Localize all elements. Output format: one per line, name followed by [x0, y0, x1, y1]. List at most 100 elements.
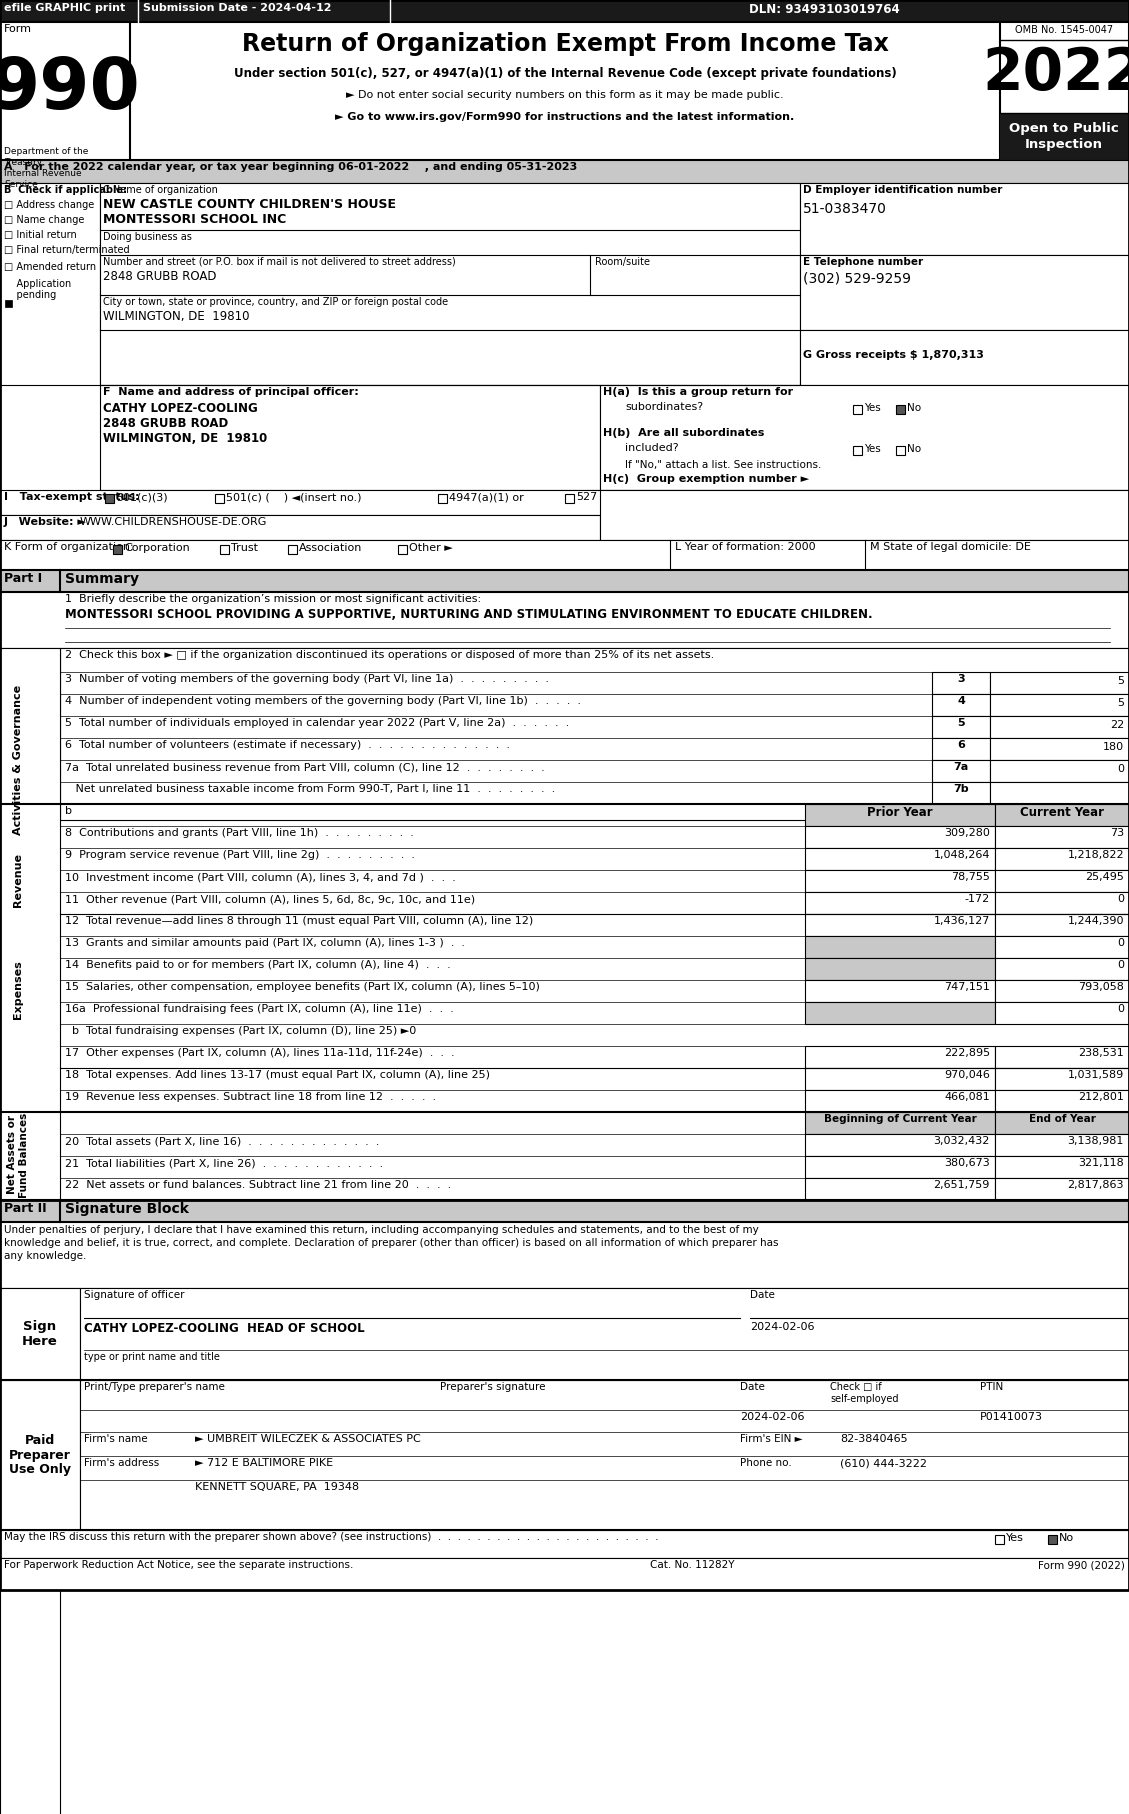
Text: any knowledge.: any knowledge. — [5, 1252, 87, 1261]
Text: 6  Total number of volunteers (estimate if necessary)  .  .  .  .  .  .  .  .  .: 6 Total number of volunteers (estimate i… — [65, 740, 510, 749]
Text: Part I: Part I — [5, 571, 42, 584]
Bar — [990, 760, 1129, 782]
Bar — [805, 892, 995, 914]
Bar — [995, 804, 1129, 825]
Text: Expenses: Expenses — [14, 961, 23, 1019]
Bar — [0, 22, 130, 160]
Text: 1,031,589: 1,031,589 — [1068, 1070, 1124, 1079]
Text: 0: 0 — [1117, 1003, 1124, 1014]
Bar — [805, 1156, 995, 1177]
Text: L Year of formation: 2000: L Year of formation: 2000 — [675, 542, 815, 551]
Bar — [805, 1177, 995, 1201]
Bar — [995, 958, 1129, 980]
Text: 21  Total liabilities (Part X, line 26)  .  .  .  .  .  .  .  .  .  .  .  .: 21 Total liabilities (Part X, line 26) .… — [65, 1157, 383, 1168]
Text: May the IRS discuss this return with the preparer shown above? (see instructions: May the IRS discuss this return with the… — [5, 1533, 658, 1542]
Text: H(c)  Group exemption number ►: H(c) Group exemption number ► — [603, 473, 809, 484]
Text: □ Initial return: □ Initial return — [5, 230, 77, 239]
Text: No: No — [907, 444, 921, 454]
Text: 8  Contributions and grants (Part VIII, line 1h)  .  .  .  .  .  .  .  .  .: 8 Contributions and grants (Part VIII, l… — [65, 827, 414, 838]
Text: 2  Check this box ► □ if the organization discontinued its operations or dispose: 2 Check this box ► □ if the organization… — [65, 649, 715, 660]
Bar — [0, 22, 1129, 160]
Text: F  Name and address of principal officer:: F Name and address of principal officer: — [103, 386, 359, 397]
Bar — [80, 1288, 1129, 1380]
Bar — [805, 936, 995, 958]
Text: 25,495: 25,495 — [1085, 873, 1124, 882]
Text: □ Amended return: □ Amended return — [5, 261, 96, 272]
Text: Signature of officer: Signature of officer — [84, 1290, 184, 1301]
Text: Form: Form — [5, 24, 32, 34]
Text: Return of Organization Exempt From Income Tax: Return of Organization Exempt From Incom… — [242, 33, 889, 56]
Bar — [0, 1529, 1129, 1558]
Text: 2848 GRUBB ROAD: 2848 GRUBB ROAD — [103, 417, 228, 430]
Text: Prior Year: Prior Year — [867, 805, 933, 818]
Text: 17  Other expenses (Part IX, column (A), lines 11a-11d, 11f-24e)  .  .  .: 17 Other expenses (Part IX, column (A), … — [65, 1048, 455, 1058]
Text: D Employer identification number: D Employer identification number — [803, 185, 1003, 194]
Bar — [990, 671, 1129, 695]
Text: 11  Other revenue (Part VIII, column (A), lines 5, 6d, 8c, 9c, 10c, and 11e): 11 Other revenue (Part VIII, column (A),… — [65, 894, 475, 903]
Text: 222,895: 222,895 — [944, 1048, 990, 1058]
Bar — [1000, 22, 1129, 160]
Bar — [0, 1380, 80, 1529]
Text: Room/suite: Room/suite — [595, 258, 650, 267]
Text: 1,048,264: 1,048,264 — [934, 851, 990, 860]
Text: 4  Number of independent voting members of the governing body (Part VI, line 1b): 4 Number of independent voting members o… — [65, 697, 581, 706]
Bar — [990, 782, 1129, 804]
Text: Yes: Yes — [864, 444, 881, 454]
Text: City or town, state or province, country, and ZIP or foreign postal code: City or town, state or province, country… — [103, 297, 448, 307]
Text: 212,801: 212,801 — [1078, 1092, 1124, 1101]
Text: -172: -172 — [965, 894, 990, 903]
Bar — [995, 1001, 1129, 1023]
Bar — [0, 1223, 1129, 1288]
Text: Number and street (or P.O. box if mail is not delivered to street address): Number and street (or P.O. box if mail i… — [103, 258, 456, 267]
Text: WILMINGTON, DE  19810: WILMINGTON, DE 19810 — [103, 432, 268, 444]
Bar — [805, 804, 995, 825]
Bar — [564, 493, 574, 502]
Text: Doing business as: Doing business as — [103, 232, 192, 241]
Bar — [399, 544, 406, 553]
Bar — [288, 544, 297, 553]
Text: Submission Date - 2024-04-12: Submission Date - 2024-04-12 — [143, 4, 332, 13]
Text: 15  Salaries, other compensation, employee benefits (Part IX, column (A), lines : 15 Salaries, other compensation, employe… — [65, 981, 540, 992]
Text: (302) 529-9259: (302) 529-9259 — [803, 272, 911, 287]
Text: 12  Total revenue—add lines 8 through 11 (must equal Part VIII, column (A), line: 12 Total revenue—add lines 8 through 11 … — [65, 916, 533, 925]
Text: 2024-02-06: 2024-02-06 — [739, 1411, 805, 1422]
Text: Open to Public
Inspection: Open to Public Inspection — [1009, 122, 1119, 151]
Text: G Gross receipts $ 1,870,313: G Gross receipts $ 1,870,313 — [803, 350, 983, 359]
Text: 1,244,390: 1,244,390 — [1068, 916, 1124, 925]
Bar — [0, 490, 1129, 515]
Bar — [990, 717, 1129, 738]
Bar — [805, 1047, 995, 1068]
Text: Trust: Trust — [231, 542, 259, 553]
Bar — [1000, 112, 1129, 160]
Text: Revenue: Revenue — [14, 853, 23, 907]
Text: 4: 4 — [957, 697, 965, 706]
Bar — [800, 256, 1129, 330]
Text: 238,531: 238,531 — [1078, 1048, 1124, 1058]
Bar — [995, 914, 1129, 936]
Bar — [854, 446, 863, 455]
Text: Sign
Here: Sign Here — [23, 1321, 58, 1348]
Bar — [854, 405, 863, 414]
Text: 22  Net assets or fund balances. Subtract line 21 from line 20  .  .  .  .: 22 Net assets or fund balances. Subtract… — [65, 1179, 452, 1190]
Bar — [805, 1001, 995, 1023]
Text: OMB No. 1545-0047: OMB No. 1545-0047 — [1015, 25, 1113, 34]
Text: 5  Total number of individuals employed in calendar year 2022 (Part V, line 2a) : 5 Total number of individuals employed i… — [65, 718, 569, 727]
Text: Yes: Yes — [1006, 1533, 1024, 1544]
Text: A   For the 2022 calendar year, or tax year beginning 06-01-2022    , and ending: A For the 2022 calendar year, or tax yea… — [5, 161, 577, 172]
Text: 7a  Total unrelated business revenue from Part VIII, column (C), line 12  .  .  : 7a Total unrelated business revenue from… — [65, 762, 545, 773]
Text: 527: 527 — [576, 492, 597, 502]
Bar — [0, 1558, 1129, 1591]
Bar — [105, 493, 114, 502]
Text: 309,280: 309,280 — [944, 827, 990, 838]
Bar — [805, 1068, 995, 1090]
Bar — [100, 183, 800, 385]
Bar — [995, 892, 1129, 914]
Text: PTIN: PTIN — [980, 1382, 1004, 1391]
Bar — [0, 648, 60, 1814]
Text: 3,138,981: 3,138,981 — [1068, 1136, 1124, 1146]
Bar — [0, 160, 1129, 183]
Text: 793,058: 793,058 — [1078, 981, 1124, 992]
Text: No: No — [907, 403, 921, 414]
Text: CATHY LOPEZ-COOLING  HEAD OF SCHOOL: CATHY LOPEZ-COOLING HEAD OF SCHOOL — [84, 1322, 365, 1335]
Bar — [805, 847, 995, 871]
